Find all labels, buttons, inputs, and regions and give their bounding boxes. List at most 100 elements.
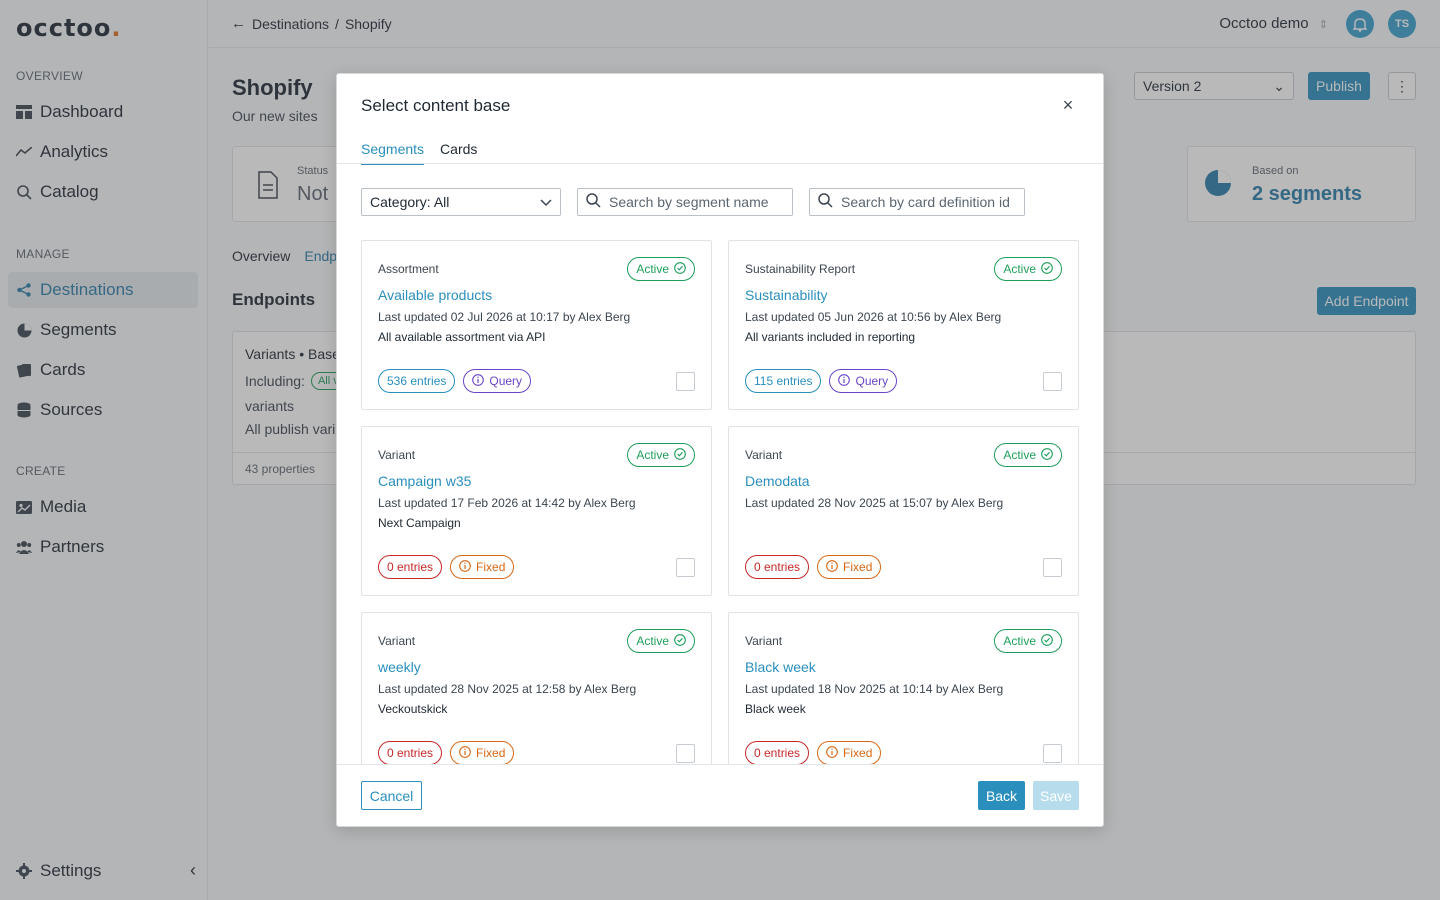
sidebar-item-catalog[interactable]: Catalog (8, 174, 198, 210)
sidebar-item-segments[interactable]: Segments (8, 312, 198, 348)
chevron-down-icon (540, 194, 552, 210)
sidebar-item-dashboard[interactable]: Dashboard (8, 94, 198, 130)
segment-checkbox[interactable] (1043, 372, 1062, 391)
info-icon (459, 559, 471, 575)
tab-segments[interactable]: Segments (361, 141, 425, 165)
check-circle-icon (1041, 447, 1053, 463)
occtoo-logo[interactable]: occtoo. (16, 14, 122, 42)
chevron-down-icon: ⌄ (1273, 78, 1285, 94)
section-overview: OVERVIEW (16, 69, 83, 83)
card-definition-search-input[interactable]: Search by card definition id (809, 188, 1025, 216)
updown-chevron-icon: ⇕ (1318, 19, 1328, 31)
modal-title: Select content base (361, 96, 511, 115)
page-subtitle: Our new sites (232, 108, 318, 124)
status-label: Status (297, 165, 329, 177)
status-badge: Active (627, 443, 695, 467)
breadcrumb-destinations[interactable]: Destinations (252, 15, 330, 32)
sidebar-item-media[interactable]: Media (8, 489, 198, 525)
sidebar-item-partners[interactable]: Partners (8, 529, 198, 565)
sidebar-item-destinations[interactable]: Destinations (8, 272, 198, 308)
segment-checkbox[interactable] (1043, 558, 1062, 577)
user-avatar[interactable]: TS (1388, 10, 1416, 38)
segment-checkbox[interactable] (676, 558, 695, 577)
segment-badges: 0 entries Fixed (378, 741, 515, 765)
sidebar-item-label: Segments (40, 320, 117, 339)
version-select[interactable]: Version 2 ⌄ (1134, 72, 1294, 100)
workspace-switcher[interactable]: Occtoo demo ⇕ (1219, 15, 1328, 32)
info-icon (838, 373, 851, 389)
database-icon (16, 402, 32, 418)
card-search-placeholder: Search by card definition id (841, 194, 1010, 210)
segment-search-input[interactable]: Search by segment name (577, 188, 793, 216)
category-select-value: Category: All (370, 194, 450, 210)
status-badge: Active (994, 257, 1062, 281)
segment-card[interactable]: Sustainability Report Active Sustainabil… (728, 240, 1079, 410)
sidebar-item-sources[interactable]: Sources (8, 392, 198, 428)
sidebar-item-analytics[interactable]: Analytics (8, 134, 198, 170)
segment-card[interactable]: Assortment Active Available products Las… (361, 240, 712, 410)
cancel-button[interactable]: Cancel (361, 781, 422, 810)
segment-updated: Last updated 28 Nov 2025 at 12:58 by Ale… (378, 682, 637, 696)
category-select[interactable]: Category: All (361, 188, 561, 216)
segment-updated: Last updated 17 Feb 2026 at 14:42 by Ale… (378, 496, 636, 510)
including-label: Including: (245, 373, 305, 389)
segment-description: Veckoutskick (378, 702, 448, 716)
people-icon (16, 539, 32, 555)
segment-name-link[interactable]: Black week (745, 659, 816, 675)
segment-description: All available assortment via API (378, 330, 546, 344)
sidebar-item-cards[interactable]: Cards (8, 352, 198, 388)
sidebar-item-settings[interactable]: Settings ‹ (16, 860, 196, 881)
check-circle-icon (1041, 261, 1053, 277)
gear-icon (16, 862, 32, 879)
segment-category: Variant (378, 448, 416, 462)
pie-icon (16, 322, 32, 338)
more-options-icon[interactable]: ⋮ (1388, 72, 1416, 100)
segment-checkbox[interactable] (1043, 744, 1062, 763)
segment-card[interactable]: Variant Active weekly Last updated 28 No… (361, 612, 712, 765)
segment-badges: 115 entries Query (745, 369, 898, 393)
publish-button[interactable]: Publish (1308, 72, 1370, 100)
section-manage: MANAGE (16, 247, 70, 261)
segment-name-link[interactable]: Sustainability (745, 287, 828, 303)
close-icon[interactable]: × (1062, 94, 1074, 115)
segment-name-link[interactable]: Available products (378, 287, 493, 303)
status-badge: Active (627, 629, 695, 653)
check-circle-icon (1041, 633, 1053, 649)
tab-endpoints[interactable]: Endp (304, 248, 338, 264)
based-on-label: Based on (1252, 165, 1299, 177)
entries-badge: 536 entries (378, 369, 456, 393)
sidebar-item-label: Partners (40, 537, 105, 556)
segment-updated: Last updated 28 Nov 2025 at 15:07 by Ale… (745, 496, 1004, 510)
topbar: ← Destinations / Shopify Occtoo demo ⇕ T… (209, 0, 1440, 48)
sidebar-item-label: Media (40, 497, 87, 516)
segment-category: Variant (378, 634, 416, 648)
pie-chart-icon (1204, 169, 1232, 202)
segment-name-link[interactable]: Demodata (745, 473, 810, 489)
add-endpoint-button[interactable]: Add Endpoint (1317, 287, 1416, 315)
share-icon (16, 282, 32, 298)
segment-card[interactable]: Variant Active Campaign w35 Last updated… (361, 426, 712, 596)
back-button[interactable]: Back (978, 781, 1025, 810)
save-button[interactable]: Save (1033, 781, 1079, 810)
tab-overview[interactable]: Overview (232, 248, 291, 264)
document-icon (257, 171, 279, 204)
notifications-bell-icon[interactable] (1346, 10, 1374, 38)
sidebar: occtoo. OVERVIEW Dashboard Analytics Cat… (0, 0, 208, 900)
type-badge: Fixed (450, 555, 515, 579)
segment-updated: Last updated 05 Jun 2026 at 10:56 by Ale… (745, 310, 1002, 324)
info-icon (472, 373, 485, 389)
tab-divider (337, 163, 1103, 164)
status-value: Not (297, 183, 329, 205)
segment-checkbox[interactable] (676, 372, 695, 391)
segment-card[interactable]: Variant Active Demodata Last updated 28 … (728, 426, 1079, 596)
tab-cards[interactable]: Cards (440, 141, 478, 157)
segment-name-link[interactable]: Campaign w35 (378, 473, 472, 489)
segment-checkbox[interactable] (676, 744, 695, 763)
endpoint-properties: 43 properties (245, 462, 316, 476)
segment-badges: 0 entries Fixed (745, 555, 882, 579)
segment-card[interactable]: Variant Active Black week Last updated 1… (728, 612, 1079, 765)
segment-name-link[interactable]: weekly (378, 659, 421, 675)
collapse-sidebar-icon[interactable]: ‹ (190, 860, 196, 880)
back-arrow-icon[interactable]: ← (231, 15, 246, 32)
image-icon (16, 499, 32, 515)
